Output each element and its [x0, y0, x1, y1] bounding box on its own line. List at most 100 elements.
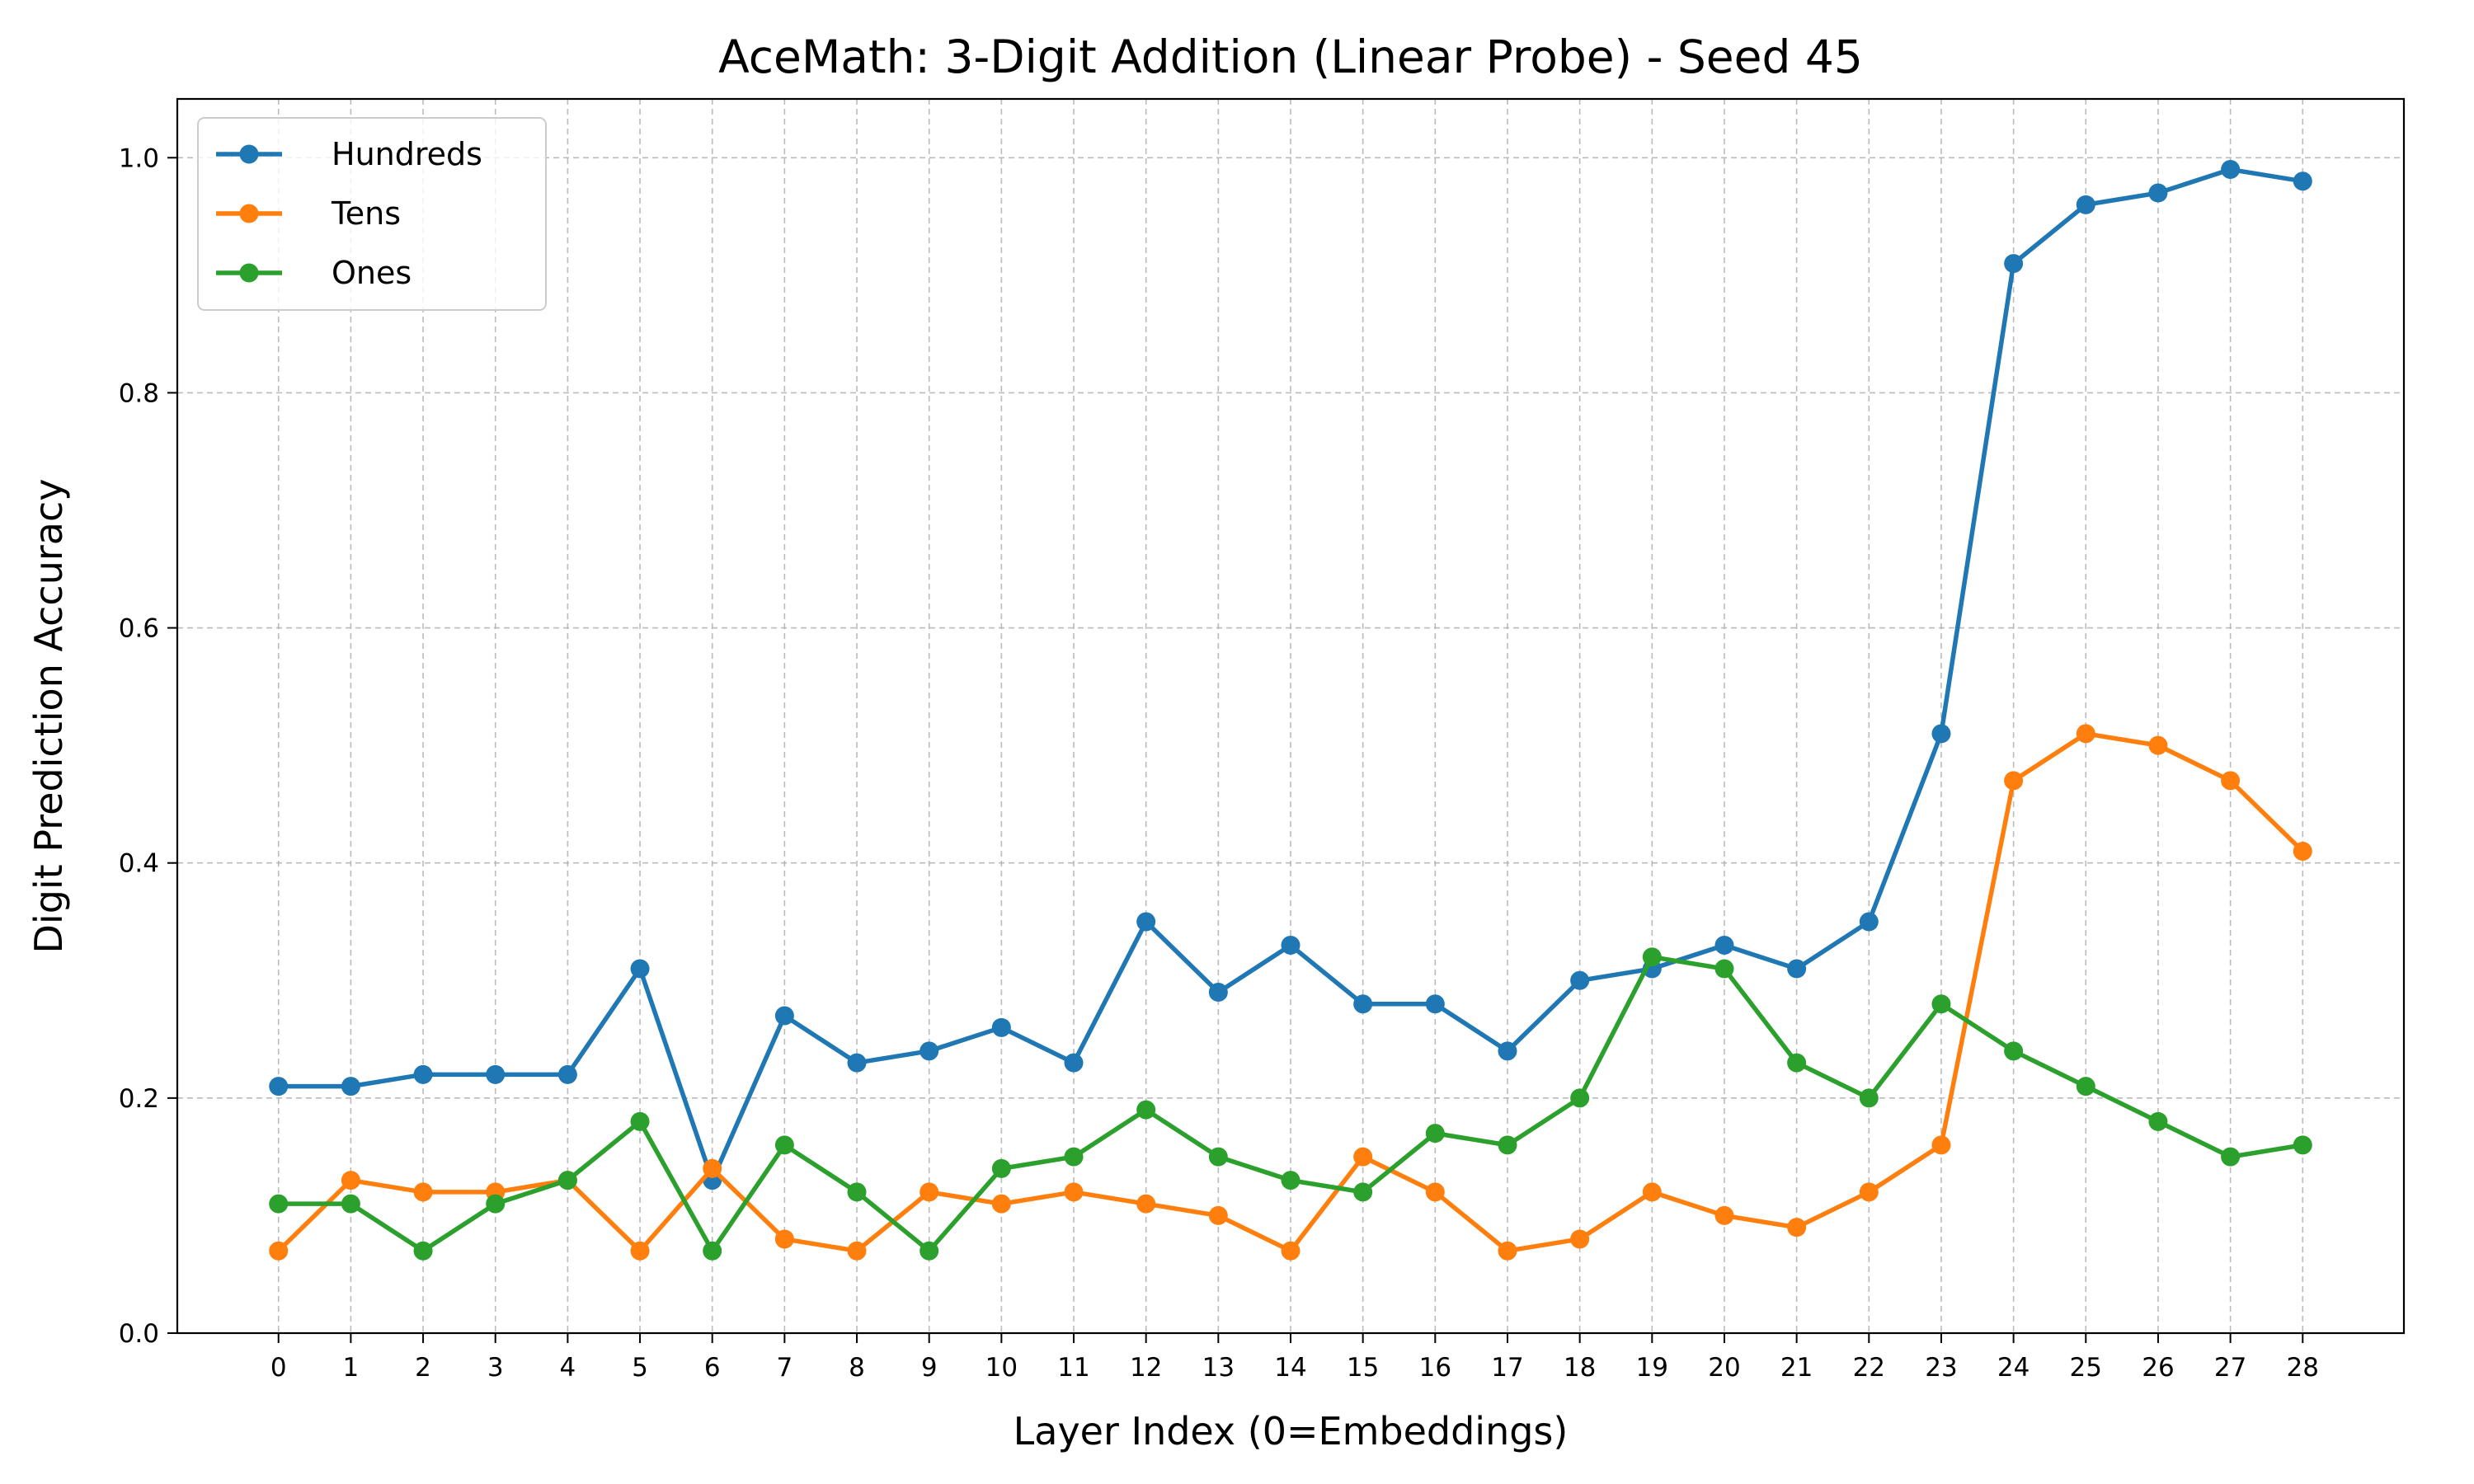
- data-point: [341, 1077, 360, 1097]
- y-axis-title: Digit Prediction Accuracy: [26, 479, 71, 954]
- data-point: [269, 1194, 289, 1214]
- data-point: [413, 1182, 433, 1202]
- x-tick-label: 9: [921, 1353, 938, 1383]
- data-point: [269, 1077, 289, 1097]
- data-point: [774, 1006, 794, 1026]
- data-point: [2076, 1077, 2095, 1097]
- legend: Hundreds Tens Ones: [197, 117, 547, 311]
- data-point: [1931, 1135, 1951, 1155]
- data-point: [774, 1229, 794, 1249]
- data-point: [920, 1241, 939, 1261]
- data-point: [413, 1064, 433, 1084]
- data-point: [1787, 1218, 1807, 1237]
- x-tick-label: 22: [1853, 1353, 1885, 1383]
- data-point: [2076, 724, 2095, 744]
- data-point: [1425, 994, 1445, 1014]
- legend-marker-ones: [239, 263, 259, 283]
- y-tick-label: 0.6: [119, 614, 159, 644]
- data-point: [341, 1194, 360, 1214]
- data-point: [1859, 912, 1879, 932]
- data-point: [1570, 1229, 1590, 1249]
- data-point: [1136, 912, 1156, 932]
- data-point: [486, 1064, 506, 1084]
- x-tick-label: 11: [1057, 1353, 1089, 1383]
- data-series: [269, 160, 2312, 1261]
- data-point: [920, 1041, 939, 1061]
- legend-label-ones: Ones: [332, 255, 412, 291]
- legend-label-hundreds: Hundreds: [332, 136, 482, 172]
- data-point: [413, 1241, 433, 1261]
- data-point: [1353, 1147, 1373, 1167]
- x-tick-label: 15: [1347, 1353, 1379, 1383]
- data-point: [1931, 994, 1951, 1014]
- data-point: [847, 1053, 867, 1073]
- x-tick-label: 19: [1636, 1353, 1668, 1383]
- x-tick-label: 13: [1202, 1353, 1235, 1383]
- data-point: [2293, 171, 2312, 191]
- data-point: [2076, 195, 2095, 214]
- data-point: [1353, 994, 1373, 1014]
- data-point: [1064, 1182, 1084, 1202]
- data-point: [2148, 1111, 2168, 1131]
- data-point: [1787, 1053, 1807, 1073]
- data-point: [1642, 1182, 1662, 1202]
- data-point: [1859, 1182, 1879, 1202]
- x-tick-label: 24: [1997, 1353, 2030, 1383]
- data-point: [486, 1194, 506, 1214]
- x-tick-label: 20: [1708, 1353, 1740, 1383]
- data-point: [1064, 1147, 1084, 1167]
- x-tick-label: 18: [1564, 1353, 1596, 1383]
- y-tick-label: 0.2: [119, 1084, 159, 1114]
- data-point: [2004, 771, 2024, 791]
- x-tick-label: 7: [776, 1353, 793, 1383]
- x-tick-label: 25: [2070, 1353, 2102, 1383]
- x-axis-title: Layer Index (0=Embeddings): [1014, 1409, 1569, 1453]
- data-point: [1425, 1182, 1445, 1202]
- data-point: [991, 1158, 1011, 1178]
- x-tick-label: 2: [415, 1353, 431, 1383]
- data-point: [991, 1194, 1011, 1214]
- data-point: [2148, 183, 2168, 203]
- y-tick-label: 0.0: [119, 1319, 159, 1349]
- data-point: [847, 1241, 867, 1261]
- data-point: [630, 1241, 650, 1261]
- x-tick-label: 3: [487, 1353, 504, 1383]
- x-tick-label: 23: [1925, 1353, 1957, 1383]
- data-point: [1136, 1100, 1156, 1120]
- x-tick-label: 1: [343, 1353, 360, 1383]
- data-point: [920, 1182, 939, 1202]
- data-point: [1208, 1147, 1228, 1167]
- data-point: [1208, 1205, 1228, 1225]
- x-tick-label: 17: [1491, 1353, 1523, 1383]
- data-point: [2221, 1147, 2241, 1167]
- data-point: [2004, 254, 2024, 274]
- x-tick-label: 0: [270, 1353, 287, 1383]
- data-point: [2221, 771, 2241, 791]
- x-axis: 0 1 2 3 4 5 6 7 8 9 10 11 12 13 14 15 16 17 18 19 20 21 22 23 24…: [270, 1333, 2319, 1383]
- legend-box: [197, 117, 547, 311]
- data-point: [1136, 1194, 1156, 1214]
- x-tick-label: 4: [560, 1353, 576, 1383]
- data-point: [1498, 1241, 1517, 1261]
- data-point: [1281, 936, 1300, 956]
- data-point: [774, 1135, 794, 1155]
- data-point: [1931, 724, 1951, 744]
- data-point: [1714, 959, 1734, 979]
- data-point: [703, 1241, 722, 1261]
- data-point: [630, 959, 650, 979]
- x-tick-label: 26: [2142, 1353, 2174, 1383]
- x-tick-label: 5: [632, 1353, 648, 1383]
- y-tick-label: 0.8: [119, 378, 159, 408]
- data-point: [1498, 1041, 1517, 1061]
- data-point: [269, 1241, 289, 1261]
- data-point: [1064, 1053, 1084, 1073]
- data-point: [1425, 1124, 1445, 1144]
- x-tick-label: 14: [1274, 1353, 1306, 1383]
- x-tick-label: 12: [1130, 1353, 1162, 1383]
- data-point: [991, 1017, 1011, 1037]
- data-point: [2221, 160, 2241, 180]
- data-point: [1787, 959, 1807, 979]
- legend-label-tens: Tens: [331, 195, 401, 232]
- data-point: [2293, 1135, 2312, 1155]
